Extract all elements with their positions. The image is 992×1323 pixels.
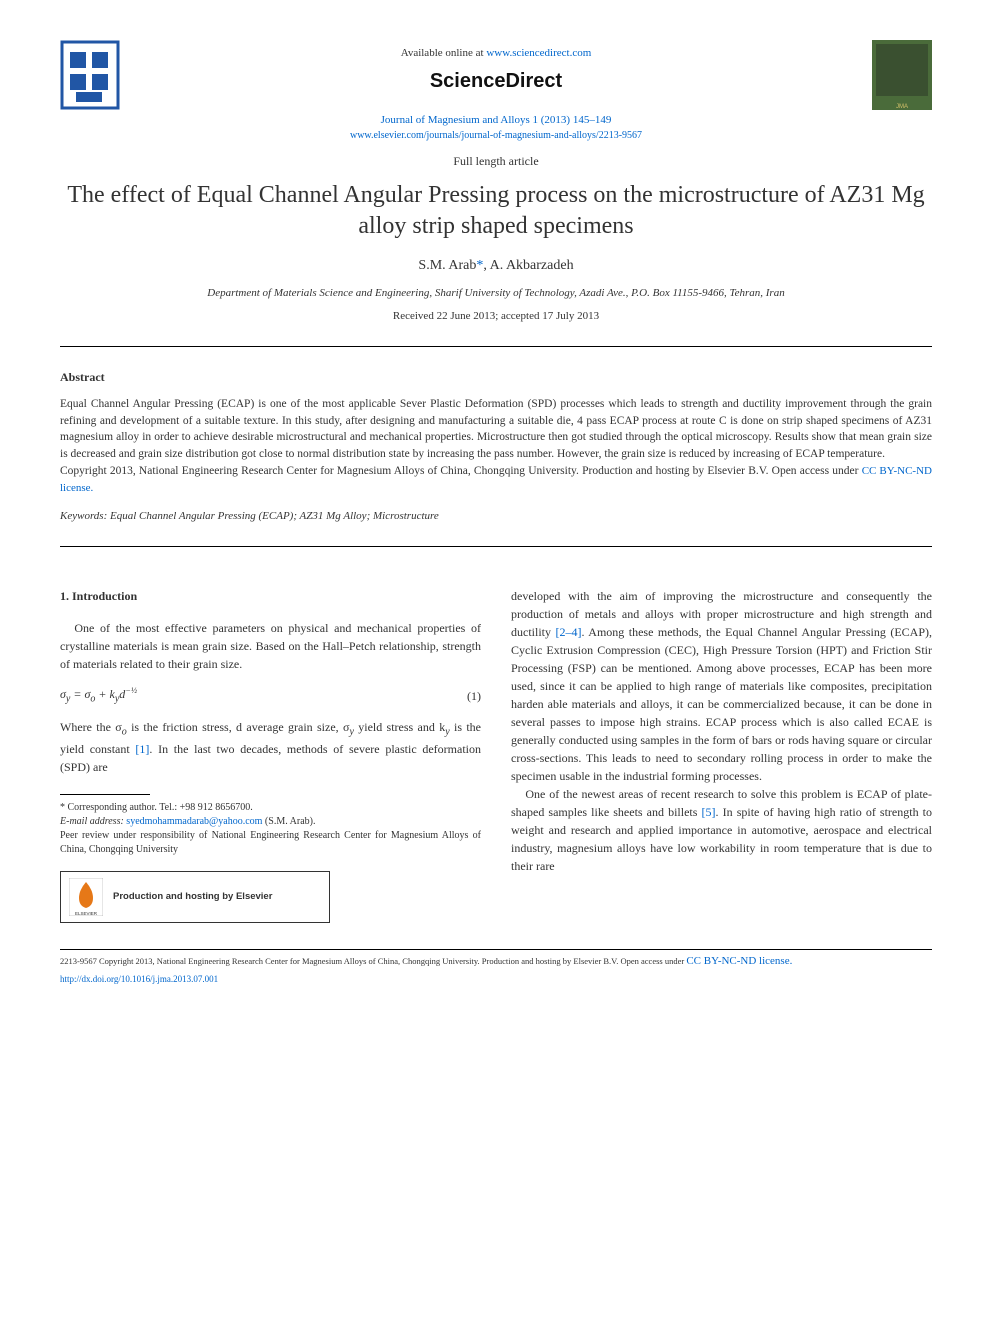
- left-column: 1. Introduction One of the most effectiv…: [60, 587, 481, 923]
- svg-text:ELSEVIER: ELSEVIER: [75, 911, 98, 916]
- email-label: E-mail address:: [60, 816, 126, 827]
- journal-citation[interactable]: Journal of Magnesium and Alloys 1 (2013)…: [120, 113, 872, 128]
- p2-b: is the friction stress, d average grain …: [127, 720, 350, 734]
- journal-cover-thumb: JMA: [872, 40, 932, 110]
- hosting-box: ELSEVIER Production and hosting by Elsev…: [60, 871, 330, 923]
- hosting-text: Production and hosting by Elsevier: [113, 890, 272, 904]
- eq-plus: + k: [95, 687, 114, 701]
- abstract-body: Equal Channel Angular Pressing (ECAP) is…: [60, 396, 932, 497]
- equation-number: (1): [467, 687, 481, 705]
- r1-b: . Among these methods, the Equal Channel…: [511, 625, 932, 783]
- keywords: Keywords: Equal Channel Angular Pressing…: [60, 509, 932, 524]
- authors: S.M. Arab*, A. Akbarzadeh: [60, 256, 932, 276]
- equation-1: σy = σo + kyd−½ (1): [60, 685, 481, 706]
- brand-name: ScienceDirect: [120, 67, 872, 95]
- cite-5[interactable]: [5]: [702, 805, 716, 819]
- email-footnote: E-mail address: syedmohammadarab@yahoo.c…: [60, 815, 481, 829]
- eq-exp: −½: [125, 686, 137, 695]
- license-prefix: Open access under: [772, 465, 862, 477]
- affiliation: Department of Materials Science and Engi…: [60, 286, 932, 301]
- article-type: Full length article: [60, 153, 932, 170]
- divider: [60, 346, 932, 347]
- footer-copyright: 2213-9567 Copyright 2013, National Engin…: [60, 954, 932, 969]
- p2-c: yield stress and k: [354, 720, 445, 734]
- equation-body: σy = σo + kyd−½: [60, 685, 137, 706]
- abstract-heading: Abstract: [60, 369, 932, 386]
- email-paren: (S.M. Arab).: [262, 816, 315, 827]
- header-row: Available online at www.sciencedirect.co…: [60, 40, 932, 143]
- body-columns: 1. Introduction One of the most effectiv…: [60, 587, 932, 923]
- author-email[interactable]: syedmohammadarab@yahoo.com: [126, 816, 262, 827]
- footer-license-link[interactable]: CC BY-NC-ND license.: [686, 955, 792, 967]
- svg-text:JMA: JMA: [896, 104, 908, 110]
- author-1: S.M. Arab: [418, 258, 476, 273]
- available-text: Available online at: [401, 47, 487, 59]
- keywords-label: Keywords:: [60, 510, 107, 522]
- doi-link[interactable]: http://dx.doi.org/10.1016/j.jma.2013.07.…: [60, 974, 218, 984]
- sciencedirect-url[interactable]: www.sciencedirect.com: [486, 47, 591, 59]
- article-title: The effect of Equal Channel Angular Pres…: [60, 180, 932, 242]
- right-column: developed with the aim of improving the …: [511, 587, 932, 923]
- eq-eq: = σ: [70, 687, 90, 701]
- keywords-text: Equal Channel Angular Pressing (ECAP); A…: [107, 510, 439, 522]
- peer-review-footnote: Peer review under responsibility of Nati…: [60, 829, 481, 857]
- right-p1: developed with the aim of improving the …: [511, 587, 932, 785]
- cite-2-4[interactable]: [2–4]: [555, 625, 581, 639]
- p2-a: Where the σ: [60, 720, 122, 734]
- journal-url[interactable]: www.elsevier.com/journals/journal-of-mag…: [120, 129, 872, 143]
- publisher-logo-left: [60, 40, 120, 110]
- divider: [60, 546, 932, 547]
- right-p2: One of the newest areas of recent resear…: [511, 785, 932, 875]
- intro-p2: Where the σo is the friction stress, d a…: [60, 718, 481, 775]
- corresponding-footnote: * Corresponding author. Tel.: +98 912 86…: [60, 801, 481, 815]
- article-dates: Received 22 June 2013; accepted 17 July …: [60, 309, 932, 324]
- intro-heading: 1. Introduction: [60, 587, 481, 605]
- footer-rule: [60, 949, 932, 950]
- abstract-copyright: Copyright 2013, National Engineering Res…: [60, 465, 772, 477]
- abstract-text: Equal Channel Angular Pressing (ECAP) is…: [60, 398, 932, 460]
- author-2: A. Akbarzadeh: [490, 258, 574, 273]
- elsevier-tree-icon: ELSEVIER: [69, 878, 103, 916]
- intro-p1: One of the most effective parameters on …: [60, 619, 481, 673]
- header-center: Available online at www.sciencedirect.co…: [120, 40, 872, 143]
- cite-1[interactable]: [1]: [135, 742, 149, 756]
- footer-copy-text: 2213-9567 Copyright 2013, National Engin…: [60, 956, 620, 966]
- footnote-rule: [60, 794, 150, 795]
- footer-oa: Open access under: [620, 956, 686, 966]
- available-online: Available online at www.sciencedirect.co…: [120, 46, 872, 61]
